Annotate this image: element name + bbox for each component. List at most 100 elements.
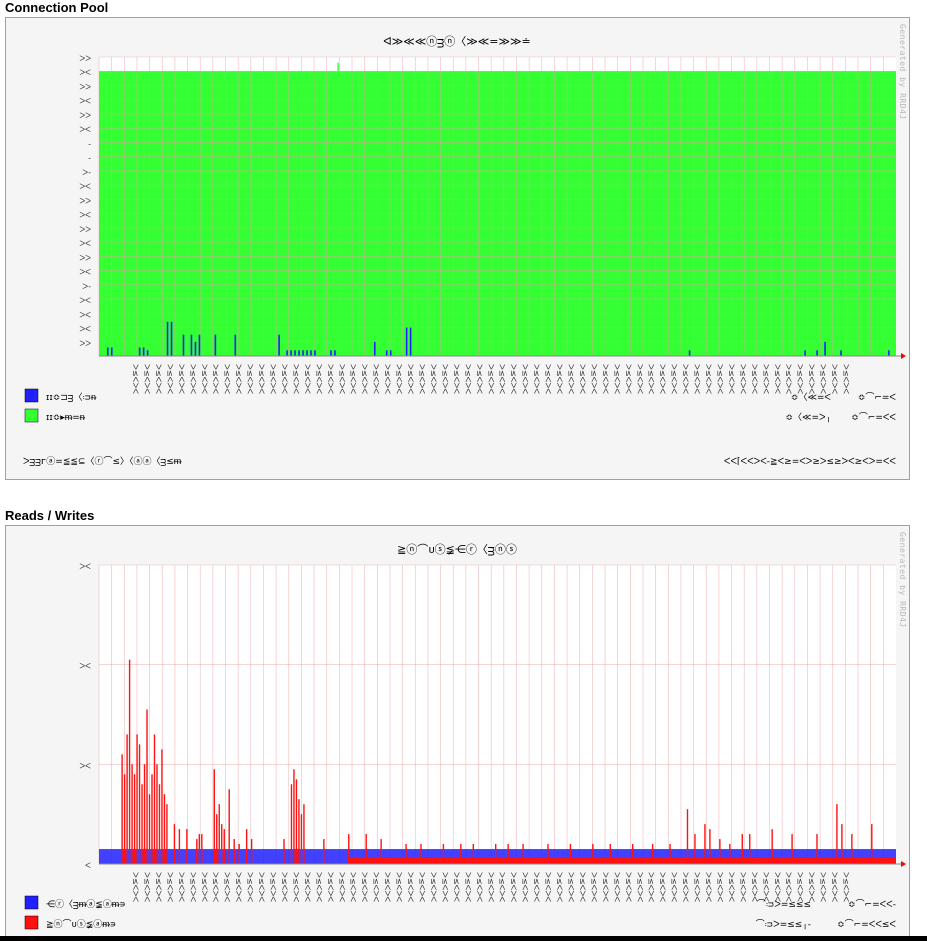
active-bar-34: [888, 350, 890, 356]
write-peak-30: [228, 789, 230, 864]
write-peak-32: [238, 844, 240, 864]
write-peak-20: [178, 829, 181, 864]
x-tick-label-1-56: ᐳ≤ᐸᐳᐸ: [773, 364, 782, 394]
write-peak-62: [694, 834, 696, 864]
x-tick-label-2-19: ᐳ≤ᐸᐳᐸ: [349, 872, 358, 902]
legend-label-idle: ɪɪ≎▸ᵯ=ᵰ: [46, 413, 86, 423]
x-tick-label-2-0: ᐳ≤ᐸᐳᐸ: [131, 872, 140, 902]
legend-label-active: ɪɪ≎⊐ᴟ〈ᴞᵰ: [46, 392, 97, 403]
write-peak-50: [472, 844, 474, 864]
x-tick-label-1-57: ᐳ≤ᐸᐳᐸ: [784, 364, 793, 394]
write-peak-65: [719, 839, 721, 864]
x-tick-label-1-53: ᐳ≤ᐸᐳᐸ: [738, 364, 747, 394]
x-tick-label-2-5: ᐳ≤ᐸᐳᐸ: [188, 872, 197, 902]
legend-label-writes: ≧ⓝ⌒ᴜⓢ≨ⓐᵯ∍: [46, 919, 116, 930]
x-tick-label-2-32: ᐳ≤ᐸᐳᐸ: [498, 872, 507, 902]
connection-pool-chart: ᐊ≫≪≪ⓝᴟⓝ〈≫≪=≫≫≐ ᐳᐳ ᐳᐸ ᐳᐳ ᐳᐸ ᐳᐳ ᐳᐸ - - ᐳ- ᐳᐸ ᐳᐳ ᐳᐸ ᐳᐳ ᐳᐸ…: [23, 35, 906, 467]
legend-stat-value-1-0: ≎⌒⌐=ᐸ: [858, 392, 897, 403]
active-bar-27: [405, 327, 408, 356]
active-bar-29: [688, 350, 691, 356]
x-tick-label-1-55: ᐳ≤ᐸᐳᐸ: [761, 364, 770, 394]
x-tick-label-1-40: ᐳ≤ᐸᐳᐸ: [589, 364, 598, 394]
write-peak-4: [131, 764, 133, 864]
x-tick-label-2-3: ᐳ≤ᐸᐳᐸ: [165, 872, 174, 902]
x-tick-label-2-15: ᐳ≤ᐸᐳᐸ: [303, 872, 312, 902]
x-tick-label-2-36: ᐳ≤ᐸᐳᐸ: [544, 872, 553, 902]
write-peak-40: [300, 814, 303, 864]
active-bar-7: [182, 334, 185, 356]
write-peak-37: [293, 769, 295, 864]
x-tick-label-1-47: ᐳ≤ᐸᐳᐸ: [670, 364, 679, 394]
legend-stat-label-1-1: ≎〈≪=ᐳ╷: [786, 412, 831, 423]
y-tick-label-1-15: ᐳᐸ: [79, 268, 91, 277]
x-tick-label-2-24: ᐳ≤ᐸᐳᐸ: [406, 872, 415, 902]
x-tick-label-1-26: ᐳ≤ᐸᐳᐸ: [429, 364, 438, 394]
active-bar-11: [214, 334, 217, 356]
write-peak-21: [186, 829, 188, 864]
x-tick-label-2-60: ᐳ≤ᐸᐳᐸ: [819, 872, 828, 902]
write-peak-57: [609, 844, 611, 864]
x-tick-label-2-53: ᐳ≤ᐸᐳᐸ: [738, 872, 747, 902]
x-tick-label-1-2: ᐳ≤ᐸᐳᐸ: [154, 364, 163, 394]
write-peak-74: [851, 834, 853, 864]
write-peak-47: [420, 844, 422, 864]
x-tick-label-2-51: ᐳ≤ᐸᐳᐸ: [715, 872, 724, 902]
x-tick-label-1-37: ᐳ≤ᐸᐳᐸ: [555, 364, 564, 394]
x-tick-label-1-7: ᐳ≤ᐸᐳᐸ: [211, 364, 220, 394]
write-peak-61: [686, 809, 689, 864]
chart-1-title: ᐊ≫≪≪ⓝᴟⓝ〈≫≪=≫≫≐: [383, 35, 531, 48]
write-peak-24: [201, 834, 203, 864]
x-tick-label-1-33: ᐳ≤ᐸᐳᐸ: [509, 364, 518, 394]
write-peak-34: [250, 839, 253, 864]
write-peak-43: [348, 834, 350, 864]
active-bar-14: [286, 350, 288, 356]
y-tick-label-1-19: ᐳᐸ: [79, 325, 91, 334]
y-tick-label-1-13: ᐳᐸ: [79, 239, 91, 248]
write-peak-36: [290, 784, 293, 864]
write-peak-56: [592, 844, 594, 864]
x-tick-label-1-46: ᐳ≤ᐸᐳᐸ: [658, 364, 667, 394]
x-tick-label-1-28: ᐳ≤ᐸᐳᐸ: [452, 364, 461, 394]
x-tick-label-2-35: ᐳ≤ᐸᐳᐸ: [532, 872, 541, 902]
x-tick-label-1-10: ᐳ≤ᐸᐳᐸ: [246, 364, 255, 394]
write-peak-26: [216, 814, 218, 864]
write-peak-33: [245, 829, 248, 864]
x-tick-label-2-16: ᐳ≤ᐸᐳᐸ: [314, 872, 323, 902]
active-bar-5: [166, 321, 169, 356]
legend-stat-value-1-1: ≎⌒⌐=ᐸᐸ: [851, 412, 896, 423]
x-tick-label-2-26: ᐳ≤ᐸᐳᐸ: [429, 872, 438, 902]
x-tick-label-2-7: ᐳ≤ᐸᐳᐸ: [211, 872, 220, 902]
x-tick-label-1-3: ᐳ≤ᐸᐳᐸ: [165, 364, 174, 394]
write-peak-3: [128, 659, 131, 864]
x-tick-label-2-10: ᐳ≤ᐸᐳᐸ: [246, 872, 255, 902]
x-tick-label-1-31: ᐳ≤ᐸᐳᐸ: [486, 364, 495, 394]
active-bar-1: [110, 347, 113, 356]
x-tick-label-2-52: ᐳ≤ᐸᐳᐸ: [727, 872, 736, 902]
x-tick-label-2-55: ᐳ≤ᐸᐳᐸ: [761, 872, 770, 902]
write-peak-29: [223, 829, 225, 864]
chart-2-title: ≧ⓝ⌒ᴜⓢ≨⋲ⓡ〈ᴟⓝⓢ: [397, 543, 517, 556]
legend-swatch-writes: [24, 915, 39, 930]
x-tick-label-1-18: ᐳ≤ᐸᐳᐸ: [337, 364, 346, 394]
y-tick-label-1-12: ᐳᐳ: [79, 225, 91, 234]
active-bar-23: [334, 350, 336, 356]
y-tick-label-1-17: ᐳᐸ: [79, 296, 91, 305]
write-peak-0: [121, 754, 123, 864]
y-tick-label-1-18: ᐳᐸ: [79, 310, 91, 319]
active-bar-15: [290, 350, 292, 356]
x-tick-label-1-42: ᐳ≤ᐸᐳᐸ: [612, 364, 621, 394]
active-bar-20: [310, 350, 312, 356]
active-bar-18: [302, 350, 304, 356]
x-tick-label-1-50: ᐳ≤ᐸᐳᐸ: [704, 364, 713, 394]
x-tick-label-1-27: ᐳ≤ᐸᐳᐸ: [440, 364, 449, 394]
write-peak-71: [816, 834, 818, 864]
write-peak-49: [460, 844, 462, 864]
active-bar-31: [816, 350, 818, 356]
x-tick-label-2-39: ᐳ≤ᐸᐳᐸ: [578, 872, 587, 902]
y-tick-label-2-2: ᐳᐸ: [79, 761, 91, 770]
write-peak-15: [158, 784, 161, 864]
write-peak-72: [836, 804, 838, 864]
y-tick-label-1-16: ᐳ-: [82, 282, 91, 291]
x-tick-label-1-25: ᐳ≤ᐸᐳᐸ: [418, 364, 427, 394]
write-peak-41: [303, 804, 305, 864]
